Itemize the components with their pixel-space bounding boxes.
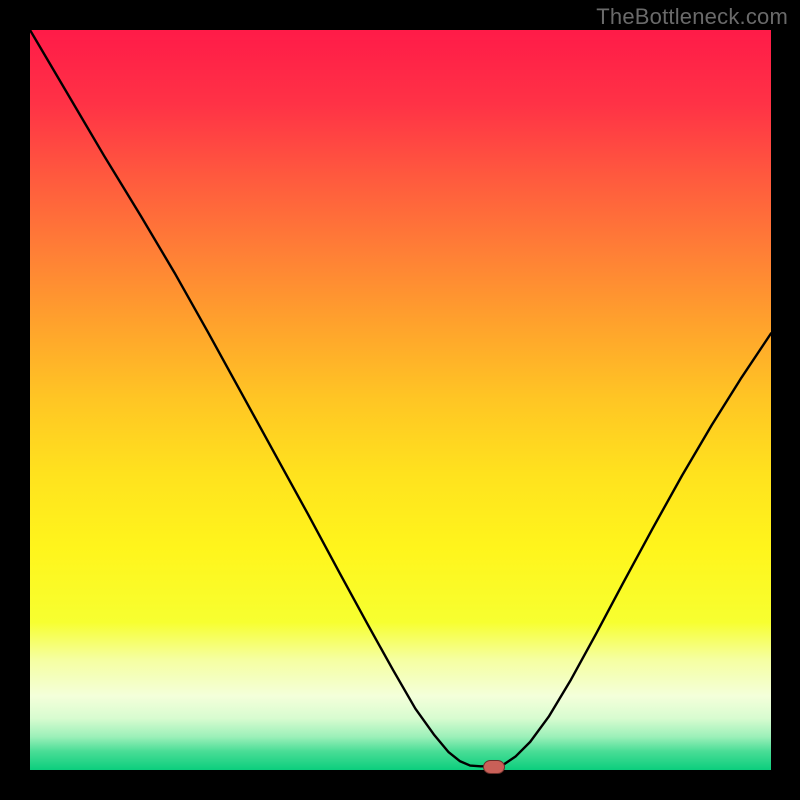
bottleneck-curve bbox=[30, 30, 771, 770]
plot-area bbox=[30, 30, 771, 770]
chart-frame: TheBottleneck.com bbox=[0, 0, 800, 800]
watermark-label: TheBottleneck.com bbox=[596, 4, 788, 30]
optimal-point-marker bbox=[483, 760, 505, 774]
